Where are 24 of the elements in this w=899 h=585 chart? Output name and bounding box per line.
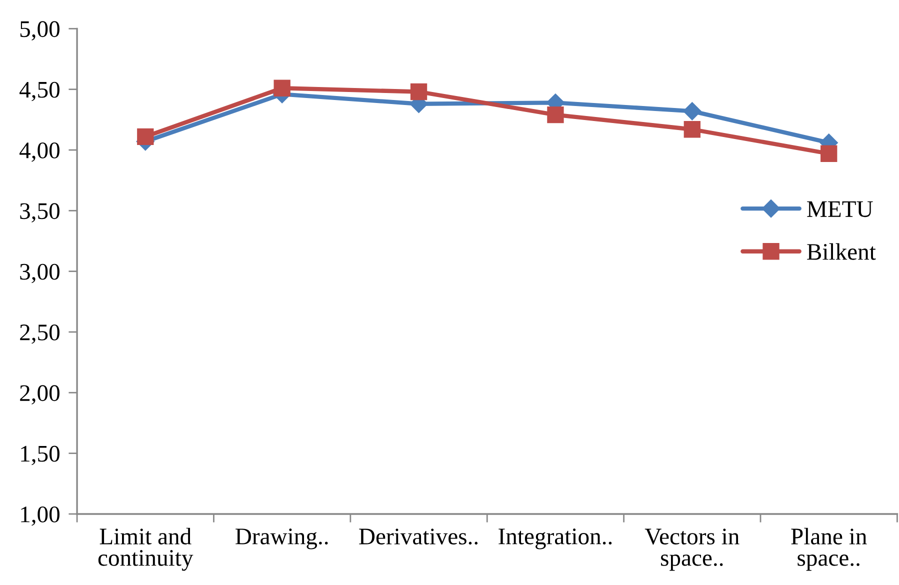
y-tick-label: 4,00 (20, 142, 60, 162)
point (410, 83, 428, 100)
y-tick-label: 1,50 (21, 446, 60, 466)
x-tick-label: Drawing.. (236, 528, 328, 550)
x-tick-label: Derivatives.. (359, 528, 478, 545)
y-tick-label: 2,50 (20, 324, 60, 344)
legend-label: Bilkent (807, 243, 876, 260)
point (682, 102, 702, 120)
y-tick-label: 5,00 (20, 21, 60, 40)
x-tick-label: Integration.. (498, 528, 612, 550)
point (547, 106, 564, 124)
y-tick-label: 1,00 (21, 506, 60, 526)
y-tick-label: 4,50 (20, 82, 60, 102)
y-tick-label: 2,00 (20, 385, 60, 404)
x-tick-label: Plane in space.. (791, 528, 867, 571)
x-tick-label: Limit and continuity (98, 528, 194, 571)
legend-label: METU (807, 201, 873, 218)
point (684, 121, 700, 138)
y-tick-label: 3,00 (20, 264, 60, 284)
y-tick-label: 3,50 (20, 203, 60, 222)
x-tick-label: Vectors in space.. (644, 528, 740, 571)
point (820, 145, 838, 162)
point (137, 128, 154, 145)
point (274, 80, 290, 96)
